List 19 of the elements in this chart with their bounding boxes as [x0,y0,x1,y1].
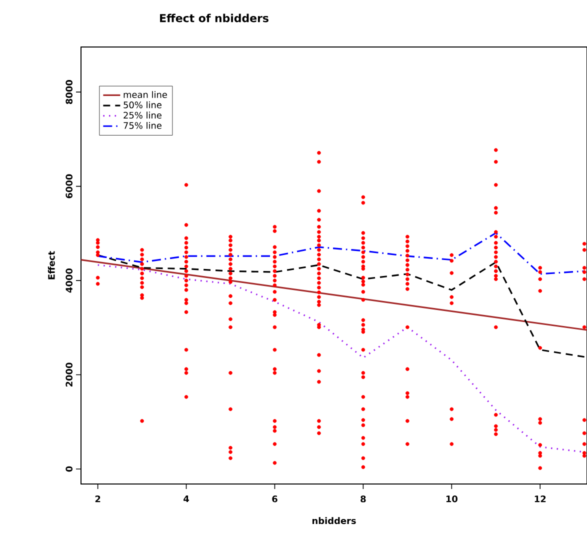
chart-title: Effect of nbidders [160,14,268,22]
legend-label: 50% line [124,101,162,108]
x-tick-label: 6 [272,496,278,502]
x-tick-label: 4 [184,496,189,502]
y-axis-title: Effect [48,251,55,280]
y-tick-label: 6000 [66,174,72,198]
legend-label: 75% line [124,122,162,129]
y-tick-label: 2000 [66,362,72,387]
y-tick-label: 0 [66,466,72,472]
legend-label: 25% line [124,112,162,119]
x-tick-label: 8 [360,496,366,502]
x-axis-title: nbidders [312,517,356,524]
y-tick-label: 4000 [66,268,72,293]
legend-label: mean line [124,91,167,98]
x-tick-label: 2 [95,496,100,502]
x-tick-label: 10 [446,496,458,502]
line-series [97,254,586,358]
x-tick-label: 12 [534,496,546,502]
y-tick-label: 8000 [66,80,72,104]
